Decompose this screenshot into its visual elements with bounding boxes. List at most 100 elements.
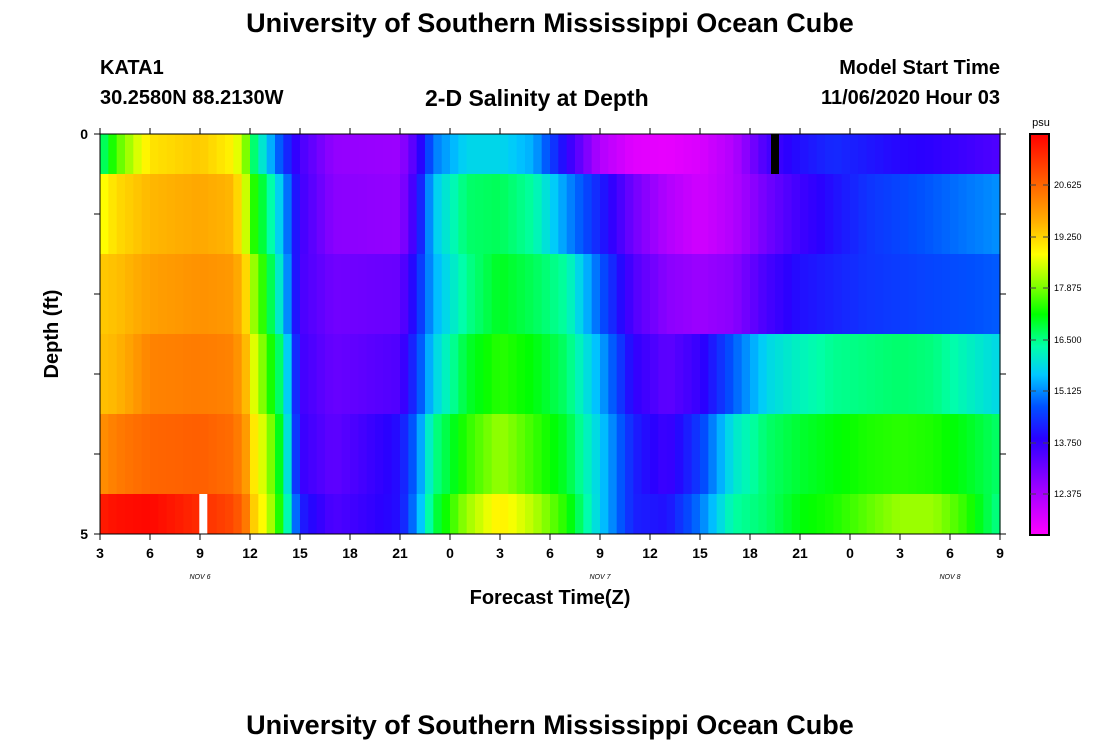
heatmap-cell bbox=[475, 174, 484, 254]
heatmap-cell bbox=[166, 494, 176, 534]
heatmap-cell bbox=[725, 414, 734, 494]
heatmap-cell bbox=[933, 414, 943, 494]
heatmap-cell bbox=[233, 414, 243, 494]
heatmap-cell bbox=[733, 334, 743, 414]
heatmap-cell bbox=[483, 134, 493, 174]
heatmap-cell bbox=[433, 174, 443, 254]
heatmap-cell bbox=[466, 334, 476, 414]
x-date-label: NOV 6 bbox=[189, 574, 210, 581]
heatmap-cell bbox=[408, 254, 418, 334]
heatmap-cell bbox=[691, 174, 701, 254]
heatmap-cell bbox=[783, 134, 793, 174]
heatmap-cell bbox=[166, 334, 176, 414]
heatmap-cell bbox=[816, 334, 826, 414]
heatmap-cell bbox=[341, 174, 351, 254]
heatmap-cell bbox=[808, 174, 818, 254]
heatmap-cell bbox=[308, 494, 318, 534]
heatmap-cell bbox=[700, 414, 709, 494]
heatmap-cell bbox=[933, 134, 943, 174]
heatmap-cell bbox=[891, 254, 901, 334]
heatmap-cell bbox=[991, 254, 1001, 334]
heatmap-cell bbox=[225, 494, 234, 534]
heatmap-cell bbox=[658, 494, 668, 534]
heatmap-cell bbox=[358, 174, 368, 254]
heatmap-cell bbox=[366, 254, 376, 334]
heatmap-cell bbox=[825, 494, 834, 534]
heatmap-cell bbox=[725, 134, 734, 174]
heatmap-cell bbox=[416, 334, 426, 414]
y-axis: 05 bbox=[80, 126, 1006, 542]
heatmap-cell bbox=[825, 414, 834, 494]
heatmap-cell bbox=[283, 494, 293, 534]
heatmap-cell bbox=[783, 414, 793, 494]
heatmap-cell bbox=[183, 174, 193, 254]
y-tick-label: 0 bbox=[80, 126, 88, 142]
heatmap-cell bbox=[975, 414, 984, 494]
heatmap-cell bbox=[950, 134, 959, 174]
heatmap-cell bbox=[275, 334, 284, 414]
heatmap-cell bbox=[500, 414, 509, 494]
heatmap-cell bbox=[175, 174, 184, 254]
colorbar-label: 12.375 bbox=[1054, 489, 1082, 499]
heatmap-cell bbox=[300, 174, 309, 254]
heatmap-cell bbox=[483, 174, 493, 254]
heatmap-cell bbox=[441, 334, 451, 414]
heatmap-cell bbox=[741, 414, 751, 494]
heatmap-cell bbox=[183, 494, 193, 534]
heatmap-cell bbox=[233, 494, 243, 534]
heatmap-cell bbox=[333, 414, 343, 494]
heatmap-cell bbox=[383, 254, 393, 334]
heatmap-cell bbox=[516, 174, 526, 254]
heatmap-cell bbox=[391, 494, 401, 534]
heatmap-cell bbox=[141, 334, 151, 414]
heatmap-cell bbox=[858, 254, 868, 334]
heatmap-cell bbox=[600, 334, 609, 414]
heatmap-cell bbox=[425, 414, 434, 494]
heatmap-cell bbox=[441, 414, 451, 494]
heatmap-cell bbox=[591, 414, 601, 494]
heatmap-cell bbox=[725, 174, 734, 254]
heatmap-cell bbox=[233, 174, 243, 254]
heatmap-cell bbox=[100, 174, 109, 254]
heatmap-cell bbox=[100, 414, 109, 494]
heatmap-cell bbox=[475, 134, 484, 174]
heatmap-cell bbox=[375, 134, 384, 174]
heatmap-cell bbox=[933, 494, 943, 534]
heatmap-cell bbox=[691, 334, 701, 414]
heatmap-cell bbox=[625, 254, 634, 334]
heatmap-cell bbox=[333, 174, 343, 254]
heatmap-cell bbox=[416, 414, 426, 494]
heatmap-cell bbox=[991, 334, 1001, 414]
heatmap-cell bbox=[841, 334, 851, 414]
heatmap-cell bbox=[483, 494, 493, 534]
heatmap-cell bbox=[125, 174, 134, 254]
heatmap-cell bbox=[108, 334, 118, 414]
heatmap-cell bbox=[450, 254, 459, 334]
heatmap-cell bbox=[200, 414, 209, 494]
heatmap-cell bbox=[533, 254, 543, 334]
heatmap-cell bbox=[550, 174, 559, 254]
heatmap-cell bbox=[683, 174, 693, 254]
heatmap-cell bbox=[416, 134, 426, 174]
heatmap-cell bbox=[800, 254, 809, 334]
heatmap-cell bbox=[525, 494, 534, 534]
heatmap-cell bbox=[550, 494, 559, 534]
heatmap-cell bbox=[833, 134, 843, 174]
heatmap-cell bbox=[583, 334, 593, 414]
heatmap-cell bbox=[841, 494, 851, 534]
heatmap-cell bbox=[925, 174, 934, 254]
heatmap-cell bbox=[833, 334, 843, 414]
heatmap-cell bbox=[400, 254, 409, 334]
heatmap-cell bbox=[425, 494, 434, 534]
heatmap-cell bbox=[291, 414, 301, 494]
heatmap-cell bbox=[975, 134, 984, 174]
x-tick-label: 6 bbox=[546, 545, 554, 561]
heatmap-cell bbox=[291, 494, 301, 534]
heatmap-cell bbox=[591, 254, 601, 334]
heatmap-cell bbox=[466, 174, 476, 254]
heatmap-cell bbox=[175, 254, 184, 334]
heatmap-cell bbox=[508, 254, 518, 334]
heatmap-cell bbox=[525, 254, 534, 334]
heatmap-cell bbox=[225, 174, 234, 254]
heatmap-cell bbox=[283, 414, 293, 494]
